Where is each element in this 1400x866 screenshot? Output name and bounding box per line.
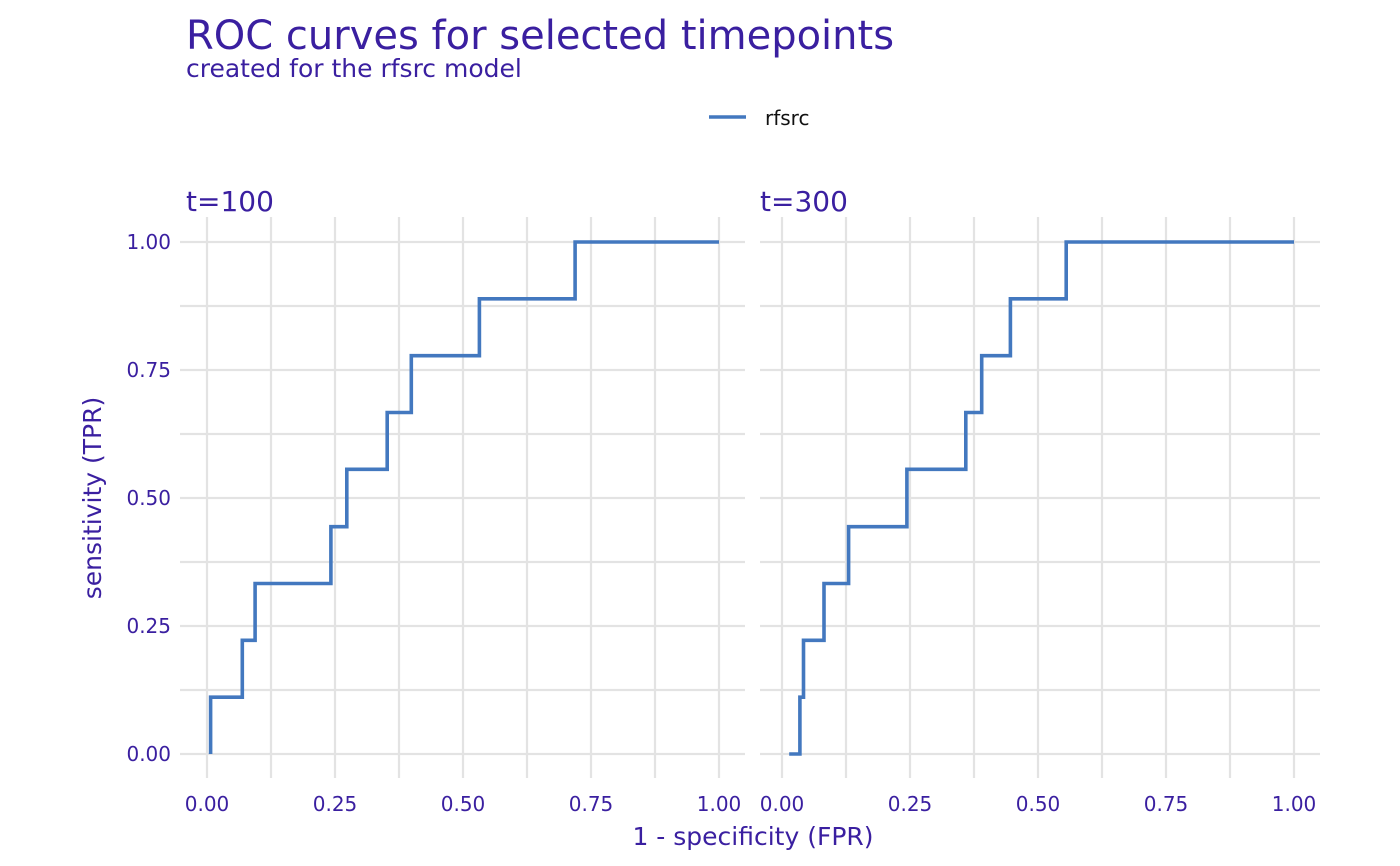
x-tick-label: 0.25 [313,792,358,816]
x-tick-label: 1.00 [697,792,742,816]
x-tick-label: 1.00 [1272,792,1317,816]
x-tick-label: 0.50 [441,792,486,816]
x-tick-label: 0.75 [569,792,614,816]
roc-curve-rfsrc [208,240,719,754]
x-axis-label: 1 - specificity (FPR) [632,822,873,851]
y-tick-label: 1.00 [126,230,171,254]
panel-label-t300: t=300 [760,185,848,218]
y-tick-label: 0.00 [126,742,171,766]
plot-panels: 0.00 0.25 0.50 0.75 1.00 0.00 0.25 0.50 0.75 1.00… [126,217,1320,816]
panel-label-t100: t=100 [186,185,274,218]
x-tick-label: 0.00 [760,792,805,816]
y-tick-label: 0.25 [126,614,171,638]
x-tick-label: 0.00 [185,792,230,816]
x-tick-label: 0.75 [1144,792,1189,816]
x-tick-label: 0.50 [1016,792,1061,816]
y-tick-label: 0.50 [126,486,171,510]
chart-subtitle: created for the rfsrc model [186,54,522,83]
panel-1: 0.00 0.25 0.50 0.75 1.00 0.00 0.25 0.50 0.75 1.00 [126,217,745,816]
y-tick-label: 0.75 [126,358,171,382]
legend-label-rfsrc: rfsrc [765,106,809,130]
chart-title: ROC curves for selected timepoints [186,13,894,59]
panel-2: 0.00 0.25 0.50 0.75 1.00 [760,217,1320,816]
y-axis-label: sensitivity (TPR) [78,397,107,599]
x-tick-label: 0.25 [888,792,933,816]
legend: rfsrc [709,106,809,130]
roc-curve-rfsrc [789,240,1294,756]
